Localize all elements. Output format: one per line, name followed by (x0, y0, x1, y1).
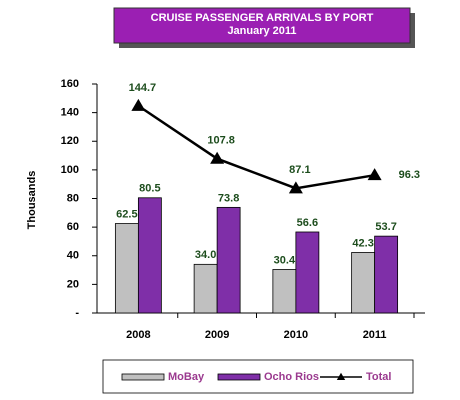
bar-value-label: 80.5 (139, 183, 160, 195)
legend-label: Total (366, 371, 391, 383)
line-value-label: 144.7 (129, 82, 157, 94)
line-marker (288, 181, 303, 194)
bar-value-label: 30.4 (274, 254, 296, 266)
y-tick-label: 60 (67, 221, 79, 233)
line (137, 104, 375, 190)
bar (351, 252, 376, 314)
line-marker (131, 98, 146, 111)
line-value-label: 87.1 (289, 164, 310, 176)
bar (374, 235, 399, 314)
bar (295, 231, 320, 314)
bar-value-label: 56.6 (297, 217, 318, 229)
legend-marker (336, 372, 346, 380)
y-axis-label: Thousands (26, 171, 38, 230)
legend-label: MoBay (168, 371, 205, 383)
y-tick-label: 120 (61, 135, 79, 147)
chart-subtitle: January 2011 (227, 25, 296, 37)
x-tick-label: 2011 (363, 329, 387, 341)
bar-value-label: 73.8 (218, 192, 239, 204)
bar (114, 223, 139, 314)
y-tick-label: 80 (67, 192, 79, 204)
y-tick-label: 160 (61, 78, 79, 90)
x-tick-label: 2009 (205, 329, 229, 341)
legend-label: Ocho Rios (264, 371, 319, 383)
y-tick-label: 20 (67, 278, 79, 290)
title-box (113, 7, 411, 44)
line-value-label: 107.8 (207, 135, 235, 147)
legend-swatch (217, 373, 261, 381)
bar (137, 197, 162, 314)
y-tick-label: 40 (67, 250, 79, 262)
bar-value-label: 34.0 (195, 249, 216, 261)
x-tick-label: 2010 (284, 329, 308, 341)
legend-box (102, 359, 414, 394)
bar-value-label: 42.3 (352, 237, 373, 249)
y-tick-label: 100 (61, 164, 79, 176)
legend-swatch (121, 373, 165, 381)
bar-value-label: 62.5 (116, 208, 137, 220)
line-marker (367, 168, 382, 181)
x-tick-label: 2008 (126, 329, 150, 341)
bar (193, 263, 218, 314)
y-tick-label: 140 (61, 107, 79, 119)
bar (272, 269, 297, 314)
line-marker (210, 151, 225, 164)
bar (216, 206, 241, 314)
y-tick-label: - (75, 307, 79, 319)
chart-title: CRUISE PASSENGER ARRIVALS BY PORT (151, 12, 374, 24)
line-value-label: 96.3 (399, 169, 420, 181)
bar-value-label: 53.7 (375, 221, 396, 233)
